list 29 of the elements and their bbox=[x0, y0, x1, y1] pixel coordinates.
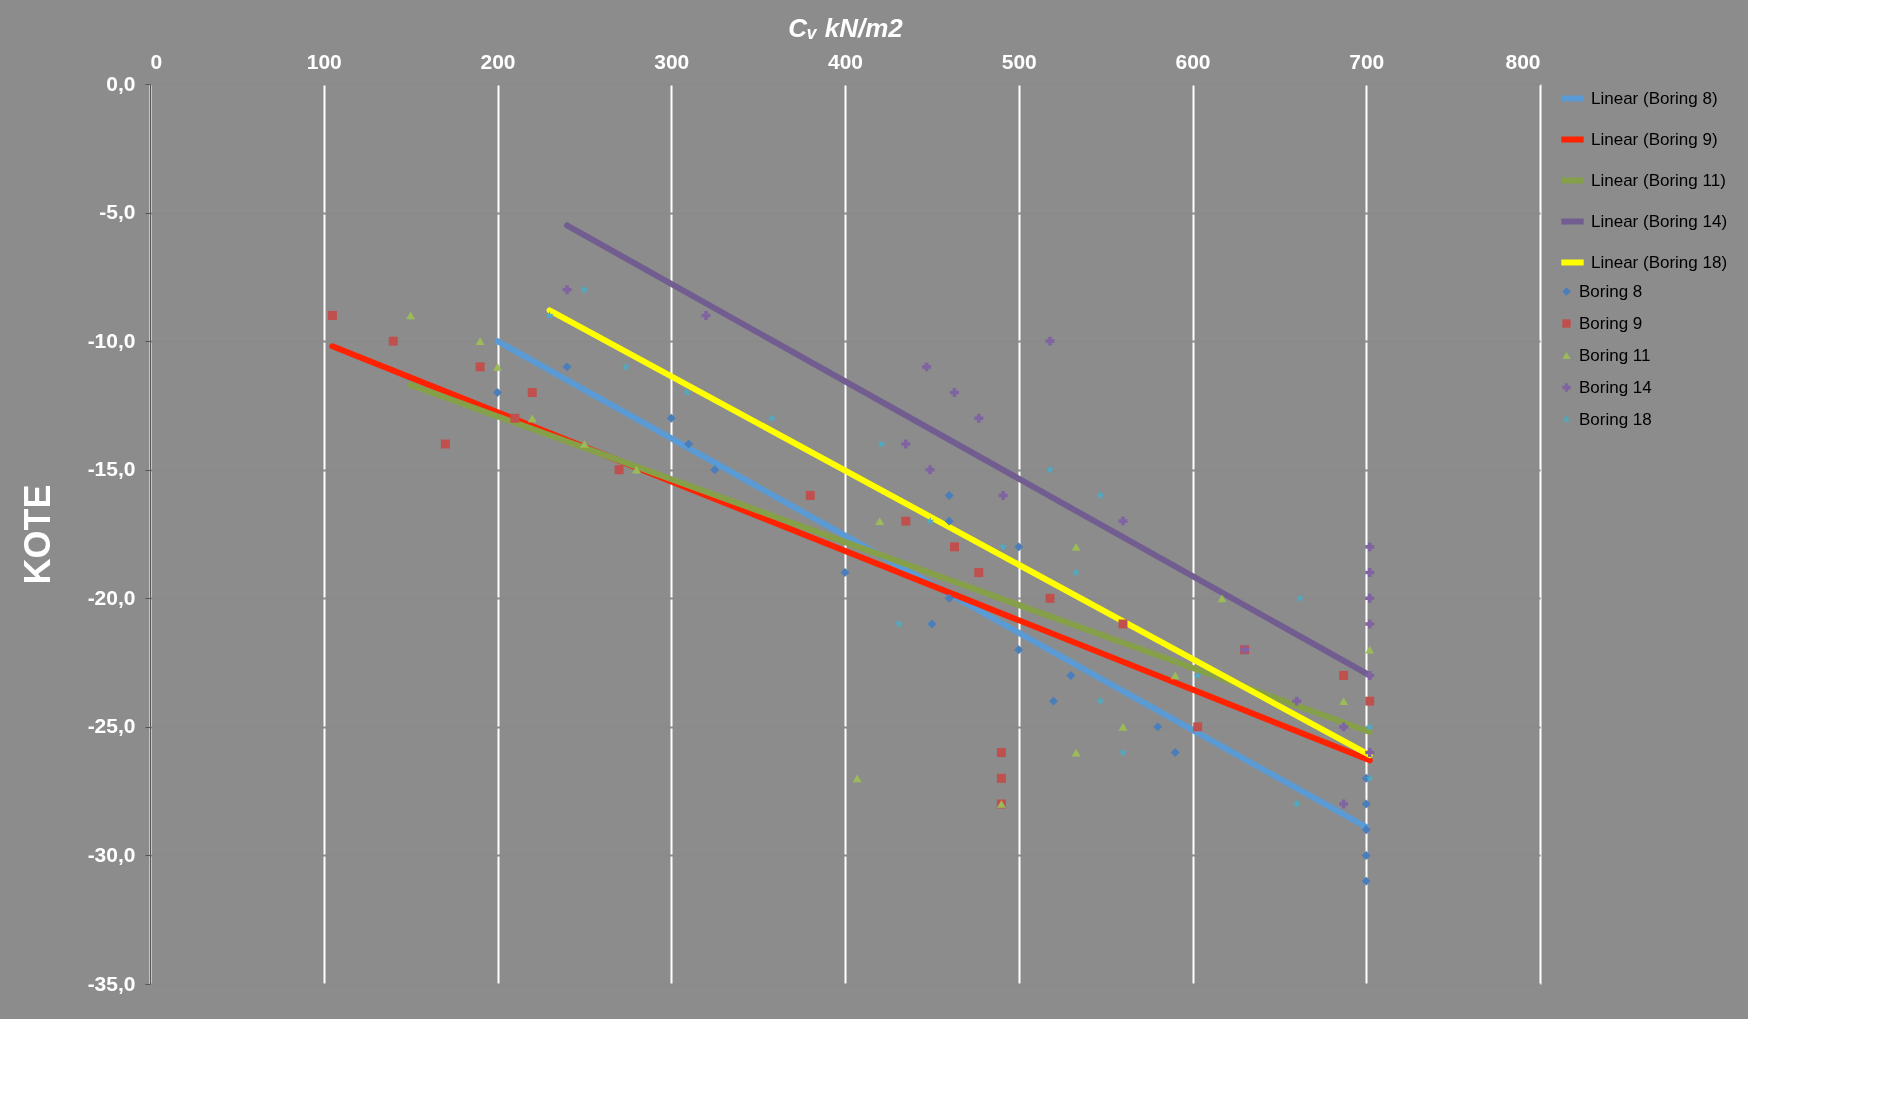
x-tick-label: 700 bbox=[1349, 49, 1385, 73]
legend-label: Linear (Boring 11) bbox=[1591, 170, 1726, 190]
x-axis-title: Cᵥ kN/m2 bbox=[788, 12, 904, 43]
y-tick-label: -15,0 bbox=[87, 457, 136, 481]
legend-label: Linear (Boring 8) bbox=[1591, 88, 1718, 108]
legend-label: Boring 8 bbox=[1579, 281, 1643, 301]
y-tick-label: 0,0 bbox=[106, 71, 136, 95]
x-tick-label: 800 bbox=[1505, 49, 1541, 73]
y-tick-label: -10,0 bbox=[87, 328, 136, 352]
legend-label: Linear (Boring 18) bbox=[1591, 252, 1728, 272]
legend-label: Boring 18 bbox=[1579, 409, 1652, 429]
y-tick-label: -5,0 bbox=[99, 200, 136, 224]
y-tick-label: -25,0 bbox=[87, 714, 136, 738]
legend-label: Boring 14 bbox=[1579, 377, 1652, 397]
x-tick-label: 600 bbox=[1175, 49, 1211, 73]
x-tick-label: 200 bbox=[480, 49, 516, 73]
x-tick-label: 500 bbox=[1001, 49, 1037, 73]
x-tick-label: 300 bbox=[654, 49, 690, 73]
legend-label: Boring 9 bbox=[1579, 313, 1643, 333]
x-tick-label: 0 bbox=[150, 49, 163, 73]
legend-label: Linear (Boring 14) bbox=[1591, 211, 1728, 231]
x-tick-label: 100 bbox=[306, 49, 342, 73]
y-tick-label: -35,0 bbox=[87, 971, 136, 995]
y-tick-label: -30,0 bbox=[87, 842, 136, 866]
y-tick-label: -20,0 bbox=[87, 585, 136, 609]
legend-label: Boring 11 bbox=[1579, 345, 1651, 365]
x-tick-label: 400 bbox=[827, 49, 864, 73]
legend-label: Linear (Boring 9) bbox=[1591, 129, 1718, 149]
y-axis-title: KOTE bbox=[16, 484, 58, 585]
